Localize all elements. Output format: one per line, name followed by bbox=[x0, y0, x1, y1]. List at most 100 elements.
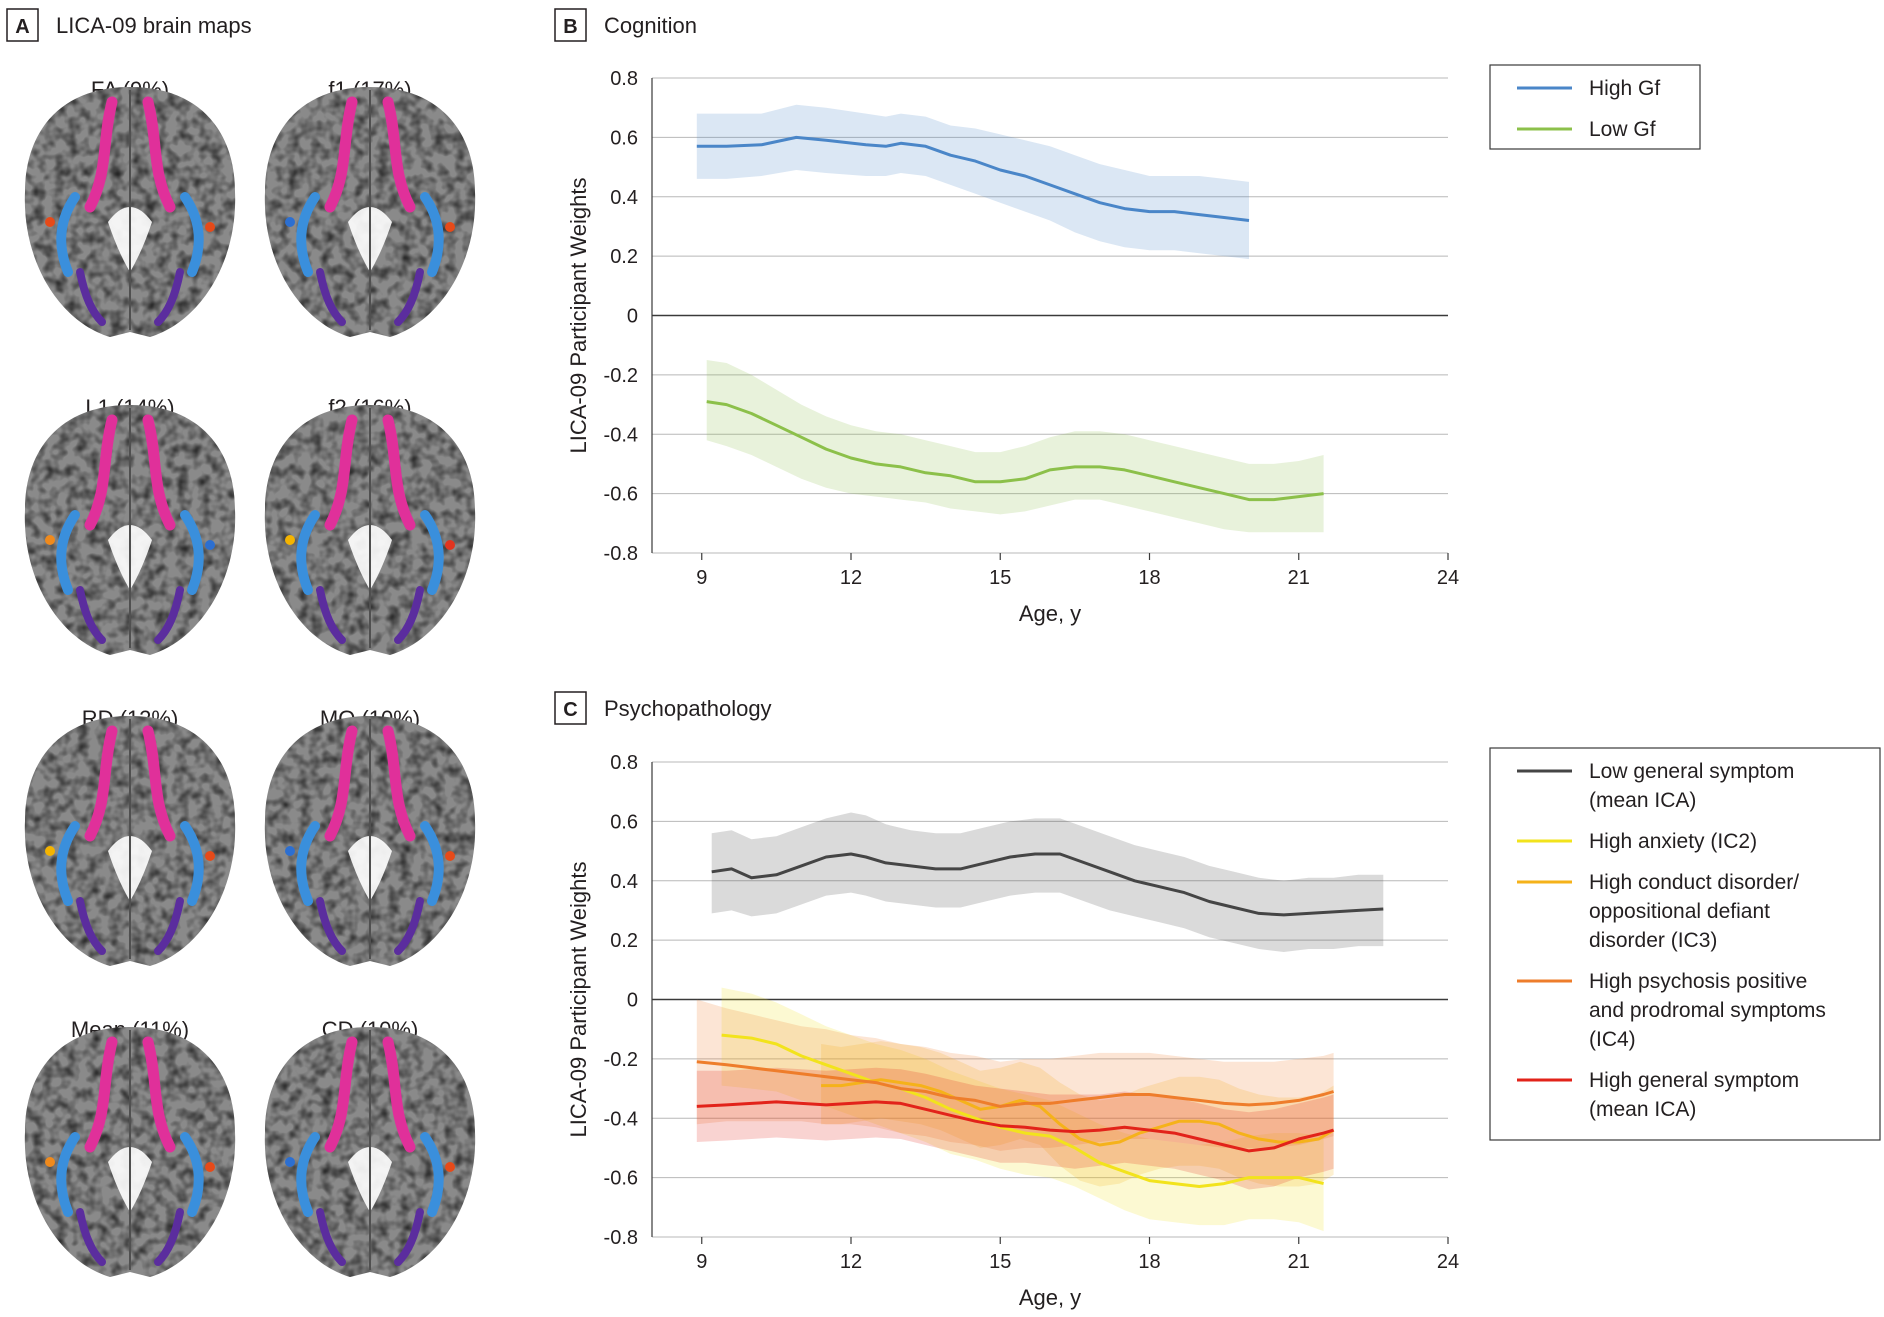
legend-label: Low general symptom bbox=[1589, 760, 1794, 783]
purple-tract-left bbox=[316, 1208, 346, 1266]
series-line bbox=[711, 852, 1384, 917]
x-tick-label: 21 bbox=[1288, 567, 1310, 589]
magenta-tract-left bbox=[324, 414, 358, 531]
activation-spot bbox=[445, 222, 455, 232]
magenta-tract-right bbox=[142, 1036, 176, 1153]
brain-map: Mean (11%) bbox=[24, 1017, 236, 1277]
psychopathology-chart: 0.8 0.6 0.4 0.2 0 -0.2 -0.4 -0.6 -0.8 9 12 15 18 21 24… bbox=[566, 747, 1881, 1310]
magenta-tract-right bbox=[142, 96, 176, 213]
legend: High Gf Low Gf bbox=[1489, 64, 1701, 150]
confidence-band bbox=[821, 1041, 1334, 1187]
y-tick-label: -0.8 bbox=[604, 543, 638, 565]
purple-tract-left bbox=[316, 586, 346, 644]
y-tick-label: 0.4 bbox=[610, 187, 638, 209]
purple-tract-left bbox=[76, 1208, 106, 1266]
confidence-band bbox=[706, 360, 1324, 533]
legend-label: and prodromal symptoms bbox=[1589, 999, 1826, 1022]
magenta-tract-right bbox=[142, 414, 176, 531]
magenta-tract-left bbox=[84, 96, 118, 213]
purple-tract-left bbox=[316, 897, 346, 955]
y-tick-label: 0.8 bbox=[610, 68, 638, 90]
purple-tract-right bbox=[394, 897, 424, 955]
blue-tract-left bbox=[56, 192, 80, 277]
x-tick-label: 9 bbox=[696, 567, 707, 589]
y-tick-label: 0.6 bbox=[610, 811, 638, 833]
blue-tract-left bbox=[56, 1132, 80, 1217]
panel-a-header: A LICA-09 brain maps bbox=[6, 8, 252, 42]
blue-tract-right bbox=[420, 1132, 444, 1217]
x-tick-label: 12 bbox=[840, 567, 862, 589]
confidence-band bbox=[711, 812, 1384, 952]
x-axis-label: Age, y bbox=[1019, 1285, 1081, 1310]
confidence-band bbox=[696, 999, 1334, 1151]
legend-label: High Gf bbox=[1589, 77, 1660, 100]
x-tick-label: 18 bbox=[1138, 567, 1160, 589]
activation-spot bbox=[45, 846, 55, 856]
blue-tract-right bbox=[420, 510, 444, 595]
panel-c-letter: C bbox=[563, 699, 577, 721]
purple-tract-right bbox=[154, 1208, 184, 1266]
x-tick-label: 21 bbox=[1288, 1251, 1310, 1273]
x-tick-label: 12 bbox=[840, 1251, 862, 1273]
brain-map: f1 (17%) bbox=[264, 77, 476, 337]
brain-map: MO (10%) bbox=[264, 706, 476, 966]
y-tick-label: 0.2 bbox=[610, 930, 638, 952]
purple-tract-left bbox=[76, 897, 106, 955]
blue-tract-right bbox=[180, 192, 204, 277]
legend-label: Low Gf bbox=[1589, 118, 1656, 141]
purple-tract-right bbox=[394, 1208, 424, 1266]
series-line bbox=[696, 1060, 1335, 1108]
magenta-tract-right bbox=[382, 414, 416, 531]
y-tick-label: 0.6 bbox=[610, 127, 638, 149]
activation-spot bbox=[445, 540, 455, 550]
legend-label: High conduct disorder/ bbox=[1589, 871, 1799, 894]
y-tick-label: -0.2 bbox=[604, 365, 638, 387]
blue-tract-left bbox=[56, 510, 80, 595]
legend-box bbox=[1489, 747, 1881, 1141]
legend-box bbox=[1489, 64, 1701, 150]
blue-tract-left bbox=[296, 821, 320, 906]
legend-label: High psychosis positive bbox=[1589, 970, 1807, 993]
x-axis-label: Age, y bbox=[1019, 601, 1081, 626]
x-tick-label: 18 bbox=[1138, 1251, 1160, 1273]
activation-spot bbox=[285, 535, 295, 545]
magenta-tract-right bbox=[382, 725, 416, 842]
blue-tract-left bbox=[56, 821, 80, 906]
magenta-tract-left bbox=[324, 1036, 358, 1153]
legend-label: High anxiety (IC2) bbox=[1589, 830, 1757, 853]
confidence-band bbox=[696, 104, 1249, 260]
panel-c-title: Psychopathology bbox=[604, 696, 772, 721]
blue-tract-right bbox=[180, 510, 204, 595]
confidence-band bbox=[721, 987, 1324, 1232]
x-tick-label: 9 bbox=[696, 1251, 707, 1273]
activation-spot bbox=[205, 540, 215, 550]
magenta-tract-right bbox=[142, 725, 176, 842]
legend-label: High general symptom bbox=[1589, 1069, 1799, 1092]
panel-b-header: B Cognition bbox=[554, 8, 697, 42]
activation-spot bbox=[45, 535, 55, 545]
legend-label: (IC4) bbox=[1589, 1028, 1636, 1051]
series-line bbox=[821, 1078, 1335, 1147]
activation-spot bbox=[205, 222, 215, 232]
panel-b-letter: B bbox=[563, 16, 577, 38]
brain-map: RD (12%) bbox=[24, 706, 236, 966]
magenta-tract-left bbox=[84, 414, 118, 531]
series-line bbox=[696, 1100, 1335, 1153]
activation-spot bbox=[445, 1162, 455, 1172]
activation-spot bbox=[445, 851, 455, 861]
magenta-tract-left bbox=[84, 725, 118, 842]
y-tick-label: 0.2 bbox=[610, 246, 638, 268]
x-tick-label: 24 bbox=[1437, 567, 1459, 589]
blue-tract-right bbox=[420, 821, 444, 906]
y-tick-label: -0.8 bbox=[604, 1227, 638, 1249]
activation-spot bbox=[205, 1162, 215, 1172]
y-tick-label: -0.2 bbox=[604, 1049, 638, 1071]
magenta-tract-right bbox=[382, 1036, 416, 1153]
legend-label: disorder (IC3) bbox=[1589, 929, 1717, 952]
purple-tract-right bbox=[154, 897, 184, 955]
series-line bbox=[696, 135, 1250, 222]
panel-c-header: C Psychopathology bbox=[554, 691, 772, 725]
blue-tract-left bbox=[296, 510, 320, 595]
magenta-tract-left bbox=[324, 725, 358, 842]
